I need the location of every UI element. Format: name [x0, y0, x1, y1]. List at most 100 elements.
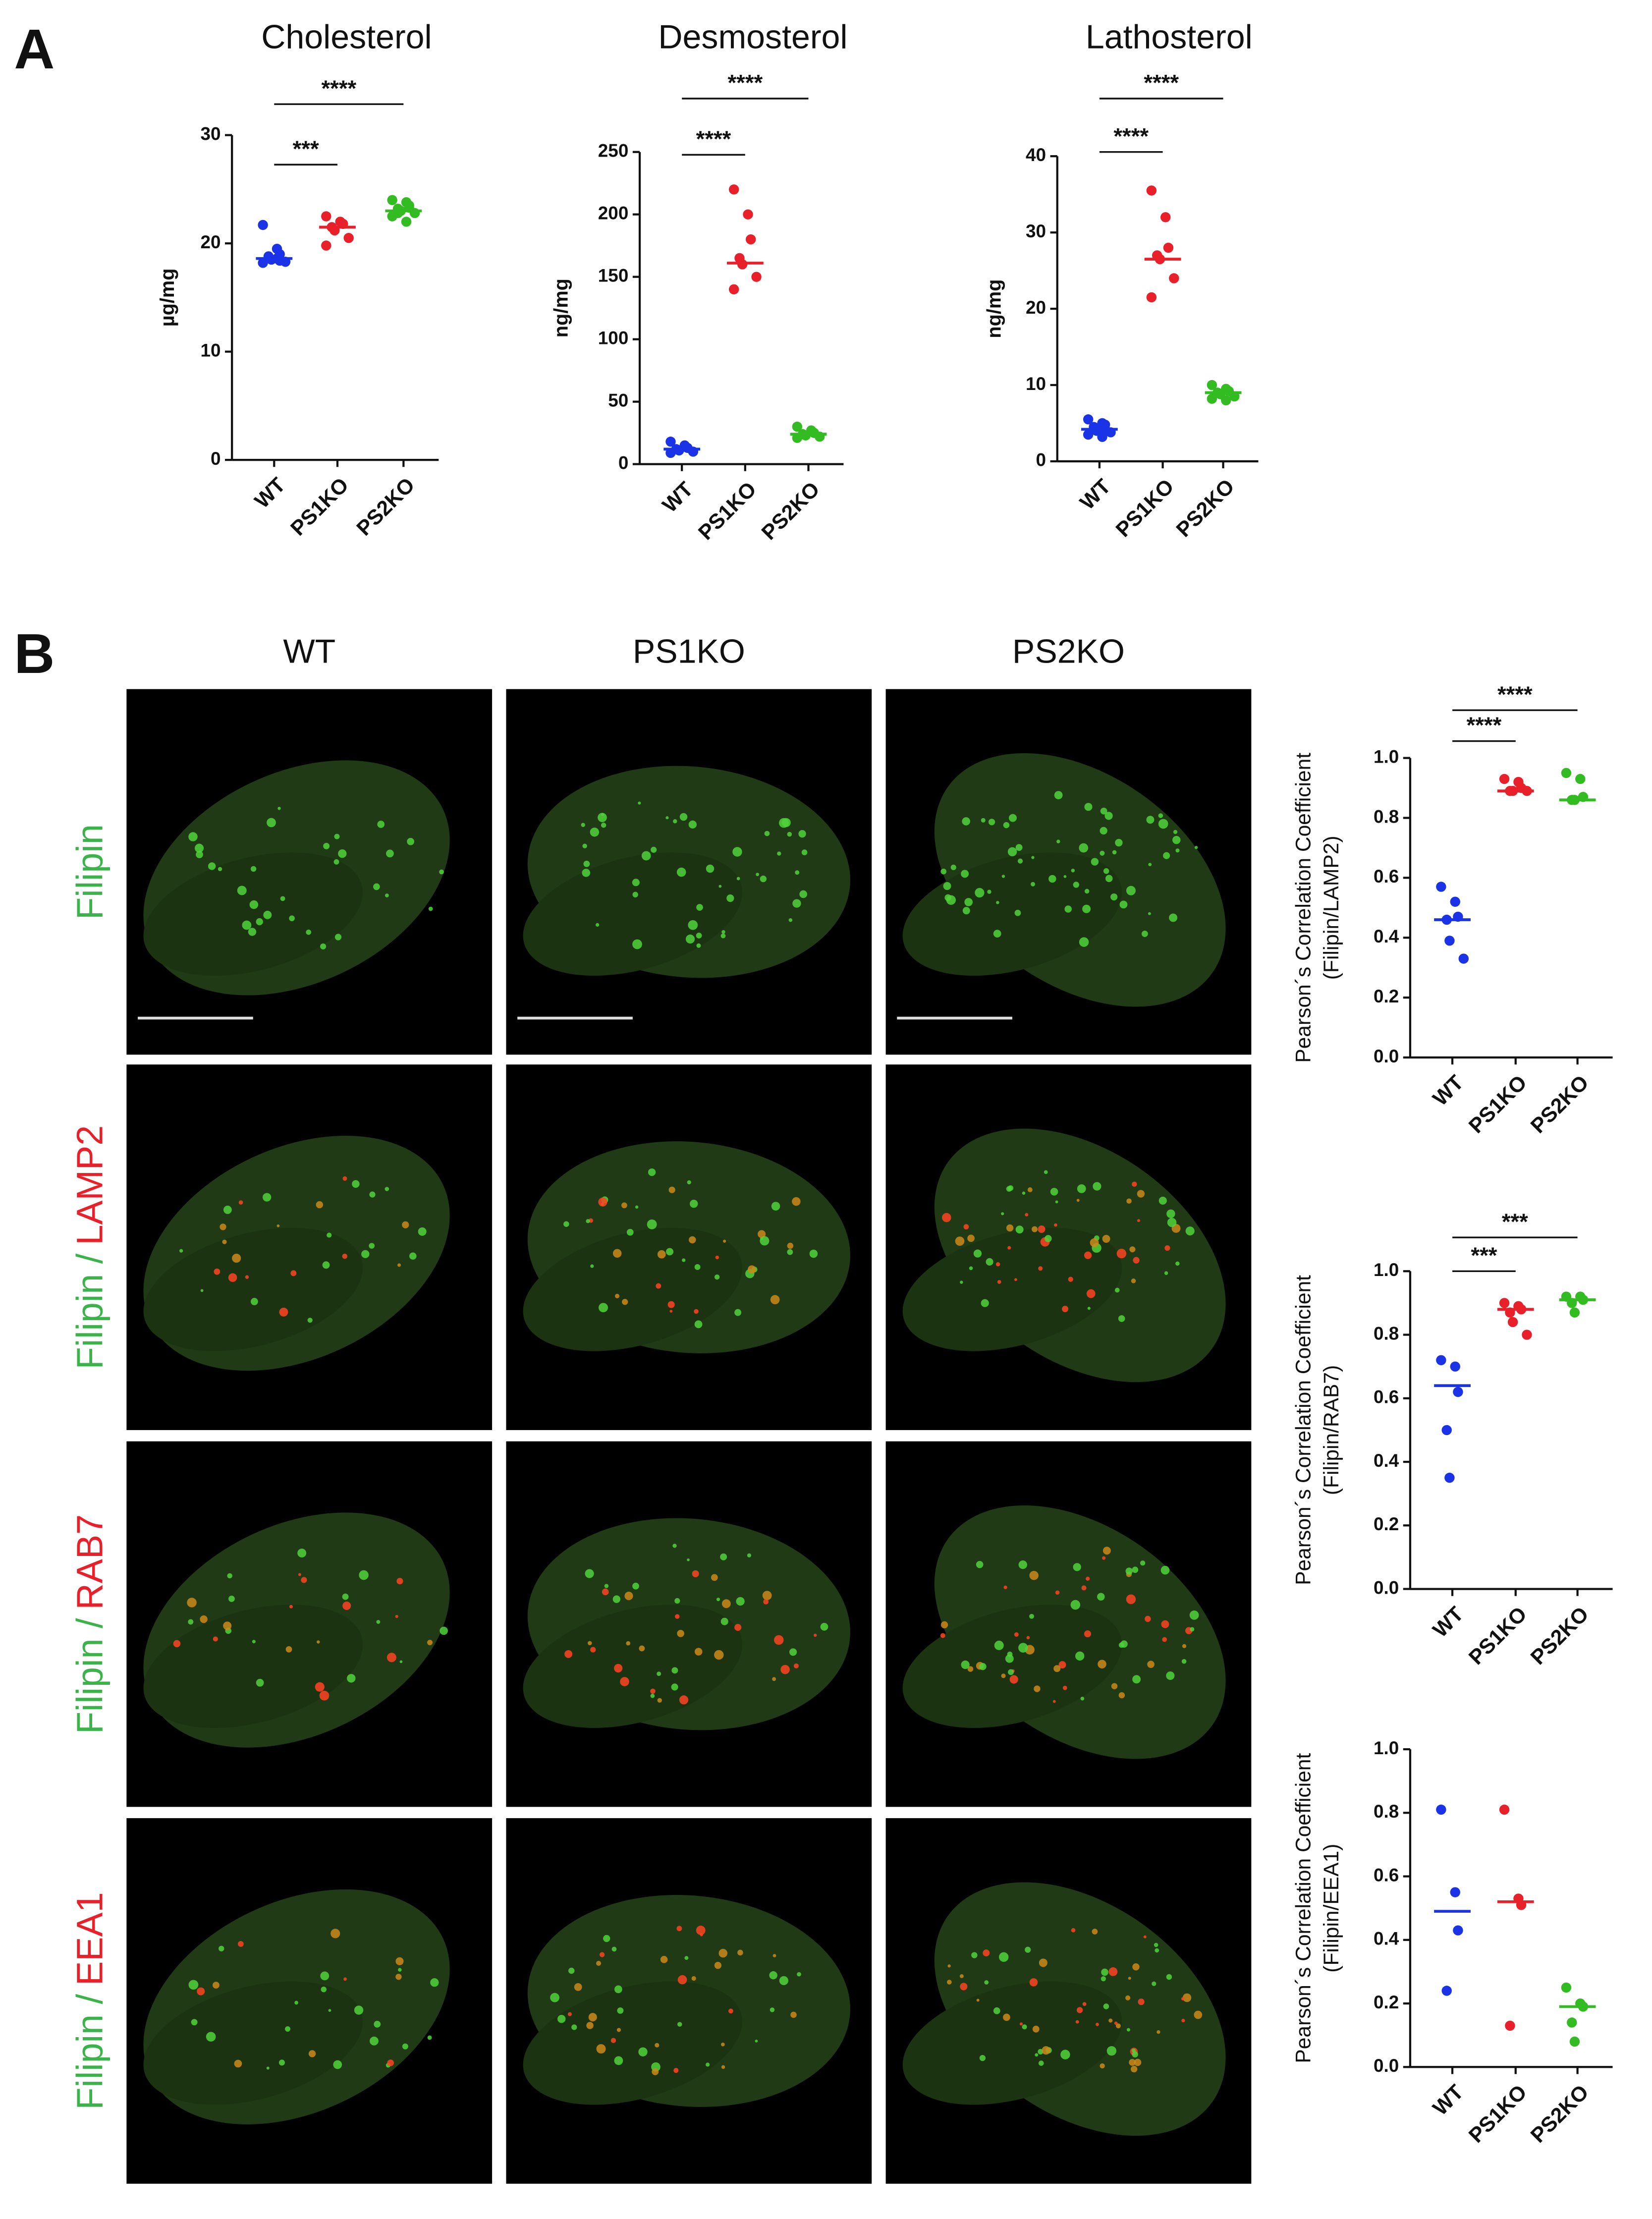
- puncta: [1116, 1248, 1127, 1259]
- puncta: [667, 1301, 675, 1308]
- puncta: [1105, 875, 1113, 883]
- puncta: [940, 868, 947, 875]
- puncta: [1034, 1685, 1041, 1692]
- puncta: [941, 1213, 951, 1222]
- data-point: [745, 234, 756, 245]
- puncta: [223, 1621, 232, 1630]
- puncta: [1160, 1565, 1170, 1575]
- x-tick-label: PS1KO: [694, 477, 761, 545]
- puncta: [726, 894, 734, 902]
- puncta: [820, 1623, 828, 1631]
- puncta: [1185, 1226, 1195, 1236]
- puncta: [327, 1232, 332, 1238]
- puncta: [1126, 1198, 1132, 1204]
- puncta: [237, 886, 247, 895]
- puncta: [734, 1624, 742, 1631]
- y-tick-label: 200: [598, 203, 629, 223]
- puncta: [621, 1202, 627, 1209]
- puncta: [262, 1193, 272, 1202]
- chart-title: Desmosterol: [658, 18, 847, 56]
- puncta: [652, 2068, 659, 2075]
- y-tick-label: 50: [608, 390, 628, 410]
- puncta: [1190, 1627, 1195, 1632]
- puncta: [706, 864, 715, 873]
- panel-label: A: [14, 18, 55, 81]
- puncta: [1134, 2058, 1142, 2066]
- puncta: [1152, 1981, 1156, 1986]
- puncta: [971, 1952, 978, 1958]
- puncta: [297, 1549, 307, 1558]
- puncta: [694, 1320, 703, 1329]
- puncta: [218, 867, 222, 871]
- puncta: [718, 885, 722, 888]
- puncta: [334, 833, 340, 839]
- puncta: [440, 1626, 448, 1635]
- puncta: [969, 1266, 973, 1271]
- puncta: [787, 1242, 794, 1249]
- cell: [143, 760, 450, 996]
- puncta: [427, 2035, 432, 2040]
- puncta: [612, 1595, 621, 1603]
- puncta: [1181, 1997, 1185, 2000]
- puncta: [1102, 1235, 1110, 1243]
- puncta: [370, 2036, 379, 2046]
- puncta: [238, 1941, 244, 1947]
- data-point: [665, 437, 676, 447]
- puncta: [248, 928, 257, 936]
- puncta: [792, 1197, 801, 1206]
- puncta: [760, 875, 767, 883]
- puncta: [962, 907, 970, 915]
- cell: [523, 1141, 850, 1353]
- puncta: [197, 1987, 205, 1996]
- y-tick-label: 250: [598, 140, 629, 161]
- puncta: [342, 1593, 349, 1600]
- puncta: [772, 1954, 776, 1957]
- puncta: [777, 851, 781, 856]
- puncta: [1084, 888, 1090, 894]
- y-tick-label: 0.6: [1374, 1387, 1399, 1407]
- puncta: [564, 1650, 573, 1658]
- y-axis-label: (Filipin/EEA1): [1320, 1844, 1343, 1973]
- y-axis-label: Pearson´s Correlation Coefficient: [1291, 753, 1315, 1063]
- puncta: [179, 1249, 183, 1253]
- puncta: [595, 923, 600, 927]
- puncta: [369, 1243, 375, 1249]
- puncta: [655, 2043, 660, 2048]
- puncta: [694, 1648, 703, 1656]
- x-tick-label: PS2KO: [1172, 474, 1239, 542]
- puncta: [787, 832, 792, 837]
- row-label: Filipin / EEA1: [69, 1892, 110, 2109]
- puncta: [399, 1660, 403, 1664]
- column-header: WT: [283, 633, 335, 670]
- puncta: [563, 1221, 569, 1227]
- puncta: [677, 2022, 682, 2027]
- puncta: [1167, 1218, 1177, 1227]
- puncta: [797, 1972, 801, 1977]
- stain-label: Filipin /: [69, 1253, 110, 1369]
- puncta: [771, 1202, 780, 1211]
- puncta: [567, 2012, 572, 2016]
- puncta: [657, 1698, 662, 1703]
- y-tick-label: 1.0: [1374, 1738, 1399, 1758]
- puncta: [1080, 1696, 1085, 1701]
- puncta: [976, 1998, 980, 2002]
- puncta: [1087, 1307, 1091, 1310]
- puncta: [590, 828, 600, 837]
- puncta: [418, 1227, 427, 1236]
- puncta: [289, 1605, 293, 1609]
- puncta: [696, 933, 702, 939]
- puncta: [651, 846, 657, 853]
- puncta: [1027, 1187, 1033, 1192]
- puncta: [696, 943, 701, 948]
- puncta: [688, 920, 698, 930]
- puncta: [1091, 858, 1099, 866]
- data-point: [1163, 242, 1174, 253]
- puncta: [723, 1239, 726, 1243]
- puncta: [1029, 1571, 1039, 1580]
- significance-label: ****: [696, 126, 731, 152]
- puncta: [1055, 1590, 1060, 1595]
- puncta: [188, 1619, 194, 1625]
- puncta: [285, 1646, 292, 1653]
- puncta: [1146, 816, 1155, 824]
- puncta: [799, 890, 807, 898]
